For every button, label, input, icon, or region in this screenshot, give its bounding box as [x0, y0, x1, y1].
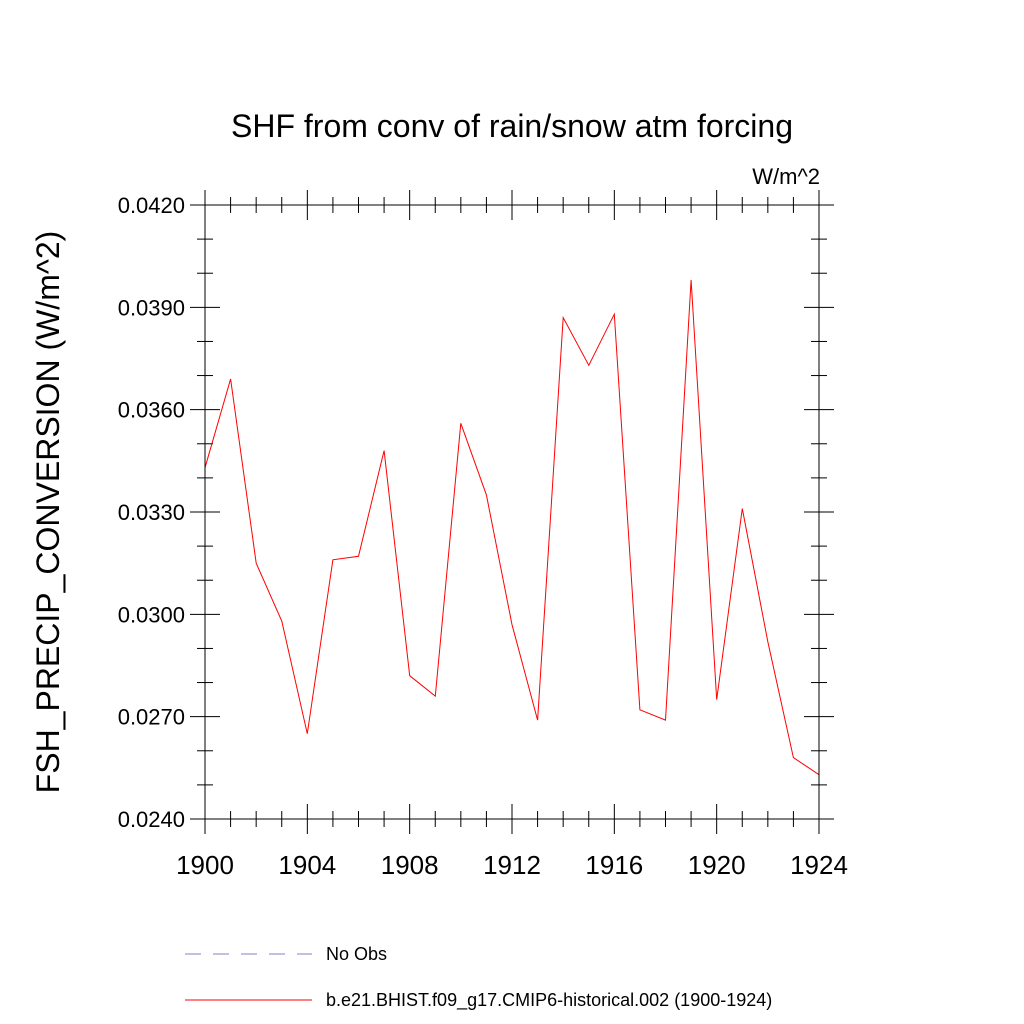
plot-frame — [204, 204, 820, 820]
x-tick-label: 1912 — [483, 850, 541, 880]
y-tick-label: 0.0420 — [118, 193, 185, 218]
x-tick-label: 1908 — [381, 850, 439, 880]
y-tick-label: 0.0300 — [118, 602, 185, 627]
y-tick-label: 0.0390 — [118, 295, 185, 320]
y-axis-label: FSH_PRECIP_CONVERSION (W/m^2) — [30, 231, 66, 794]
chart-title: SHF from conv of rain/snow atm forcing — [231, 108, 793, 144]
units-label: W/m^2 — [752, 164, 820, 189]
x-tick-label: 1920 — [688, 850, 746, 880]
plot-series — [204, 279, 820, 776]
y-tick-label: 0.0270 — [118, 705, 185, 730]
legend-label-model: b.e21.BHIST.f09_g17.CMIP6-historical.002… — [326, 990, 772, 1011]
legend: No Obs b.e21.BHIST.f09_g17.CMIP6-histori… — [185, 944, 772, 1011]
y-tick-label: 0.0360 — [118, 398, 185, 423]
x-axis: 1900 1904 1908 1912 1916 1920 1924 — [176, 190, 848, 880]
x-tick-label: 1916 — [585, 850, 643, 880]
y-axis: 0.0240 0.0270 0.0300 0.0330 0.0360 0.0390 0.04… — [118, 193, 834, 832]
series-line — [204, 279, 820, 776]
x-tick-label: 1904 — [278, 850, 336, 880]
y-tick-label: 0.0240 — [118, 807, 185, 832]
legend-label-no-obs: No Obs — [326, 944, 387, 964]
x-tick-label: 1900 — [176, 850, 234, 880]
x-tick-label: 1924 — [790, 850, 848, 880]
y-tick-label: 0.0330 — [118, 500, 185, 525]
